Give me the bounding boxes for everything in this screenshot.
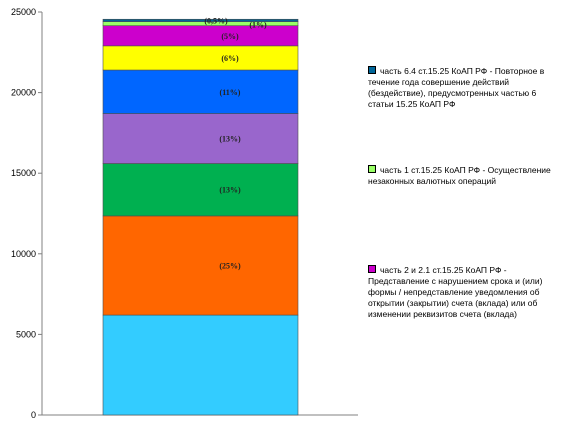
data-labels: (25%) (13%) (13%) (11%) (6%) (5%) (1%) (0,5%) bbox=[204, 16, 267, 270]
y-tick-label: 0 bbox=[31, 410, 36, 420]
legend: часть 6.4 ст.15.25 КоАП РФ - Повторное в… bbox=[368, 0, 558, 427]
y-tick-label: 10000 bbox=[11, 249, 36, 259]
bar-segment bbox=[102, 215, 299, 316]
data-label: (13%) bbox=[219, 135, 241, 144]
bar-segment bbox=[102, 25, 299, 47]
y-tick-label: 5000 bbox=[16, 329, 36, 339]
legend-label-ch6-4: часть 6.4 ст.15.25 КоАП РФ - Повторное в… bbox=[368, 66, 545, 109]
y-axis: 0 5000 10000 15000 20000 25000 bbox=[11, 7, 358, 420]
data-label: (6%) bbox=[221, 54, 239, 63]
legend-swatch-ch2 bbox=[368, 265, 376, 273]
stacked-bar-chart: 0 5000 10000 15000 20000 25000 (25%) (13%) (13%… bbox=[11, 7, 358, 420]
bar-segment bbox=[102, 314, 299, 416]
legend-label-ch2: часть 2 и 2.1 ст.15.25 КоАП РФ - Предста… bbox=[368, 265, 543, 319]
bar-segment bbox=[102, 69, 299, 114]
data-label: (11%) bbox=[220, 88, 241, 97]
y-tick-label: 15000 bbox=[11, 168, 36, 178]
bar-segment bbox=[102, 113, 299, 164]
legend-item-ch1: часть 1 ст.15.25 КоАП РФ - Осуществление… bbox=[368, 165, 554, 187]
bar-segment bbox=[102, 21, 299, 27]
y-tick-label: 25000 bbox=[11, 7, 36, 17]
bar-stack bbox=[102, 18, 299, 416]
data-label: (13%) bbox=[219, 186, 241, 195]
y-tick-label: 20000 bbox=[11, 88, 36, 98]
legend-item-ch6-4: часть 6.4 ст.15.25 КоАП РФ - Повторное в… bbox=[368, 66, 554, 110]
data-label: (25%) bbox=[219, 261, 241, 270]
data-label: (0,5%) bbox=[204, 16, 228, 25]
legend-swatch-ch6-4 bbox=[368, 66, 376, 74]
data-label: (1%) bbox=[249, 21, 267, 30]
legend-swatch-ch1 bbox=[368, 165, 376, 173]
legend-item-ch2: часть 2 и 2.1 ст.15.25 КоАП РФ - Предста… bbox=[368, 265, 554, 320]
data-label: (5%) bbox=[221, 32, 239, 41]
bar-segment bbox=[102, 45, 299, 71]
legend-label-ch1: часть 1 ст.15.25 КоАП РФ - Осуществление… bbox=[368, 165, 551, 186]
bar-segment bbox=[102, 18, 299, 22]
bar-segment bbox=[102, 163, 299, 217]
